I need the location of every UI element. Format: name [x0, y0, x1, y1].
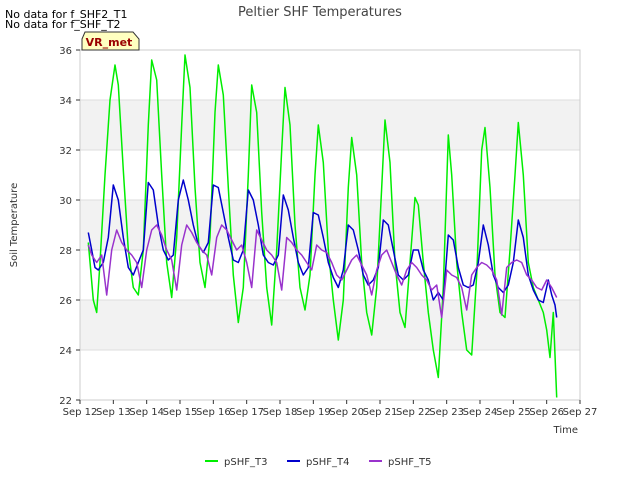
chart-title: Peltier SHF Temperatures [238, 5, 402, 20]
series-line-pSHF_T3 [87, 54, 558, 398]
band-24-26 [80, 300, 580, 350]
x-tick-label: Sep 12 [63, 407, 98, 418]
band-32-34 [80, 100, 580, 150]
x-tick-label: Sep 14 [129, 407, 164, 418]
y-tick-label: 34 [59, 96, 72, 107]
legend-label-pSHF_T5: pSHF_T5 [388, 457, 431, 468]
x-tick-label: Sep 25 [496, 407, 531, 418]
no-data-note-1: No data for f_SHF2_T1 [5, 8, 128, 21]
plot-frame [79, 49, 581, 401]
x-tick-label: Sep 22 [396, 407, 431, 418]
legend-label-pSHF_T4: pSHF_T4 [306, 457, 349, 468]
x-tick-label: Sep 27 [563, 407, 598, 418]
y-tick-label: 24 [59, 346, 72, 357]
y-tick-label: 32 [59, 146, 72, 157]
series-lines [87, 54, 558, 398]
plot-bands [80, 100, 580, 350]
x-tick-label: Sep 18 [263, 407, 298, 418]
y-tick-label: 26 [59, 296, 72, 307]
y-tick-label: 28 [59, 246, 72, 257]
x-tick-label: Sep 15 [163, 407, 198, 418]
x-axis-label: Time [553, 425, 578, 436]
y-axis-label: Soil Temperature [9, 183, 20, 268]
y-tick-label: 36 [59, 46, 72, 57]
x-tick-label: Sep 17 [229, 407, 264, 418]
series-line-pSHF_T5 [87, 224, 558, 319]
x-tick-label: Sep 23 [429, 407, 464, 418]
badge-shape [81, 31, 140, 51]
band-28-30 [80, 200, 580, 250]
x-tick-label: Sep 26 [529, 407, 564, 418]
legend-label-pSHF_T3: pSHF_T3 [224, 457, 267, 468]
badge-label: VR_met [86, 36, 133, 49]
y-axis-ticks: 22 24 26 28 30 32 34 36 [59, 46, 80, 407]
x-tick-label: Sep 19 [296, 407, 331, 418]
legend: pSHF_T3 pSHF_T4 pSHF_T5 [205, 457, 431, 468]
series-line-pSHF_T4 [87, 179, 558, 318]
vr-met-badge: VR_met [81, 31, 140, 51]
x-tick-label: Sep 21 [363, 407, 398, 418]
no-data-note-2: No data for f_SHF_T2 [5, 18, 121, 31]
x-tick-label: Sep 20 [329, 407, 364, 418]
y-tick-label: 22 [59, 396, 72, 407]
x-tick-label: Sep 16 [196, 407, 231, 418]
x-tick-label: Sep 24 [463, 407, 498, 418]
x-tick-label: Sep 13 [96, 407, 131, 418]
y-tick-label: 30 [59, 196, 72, 207]
